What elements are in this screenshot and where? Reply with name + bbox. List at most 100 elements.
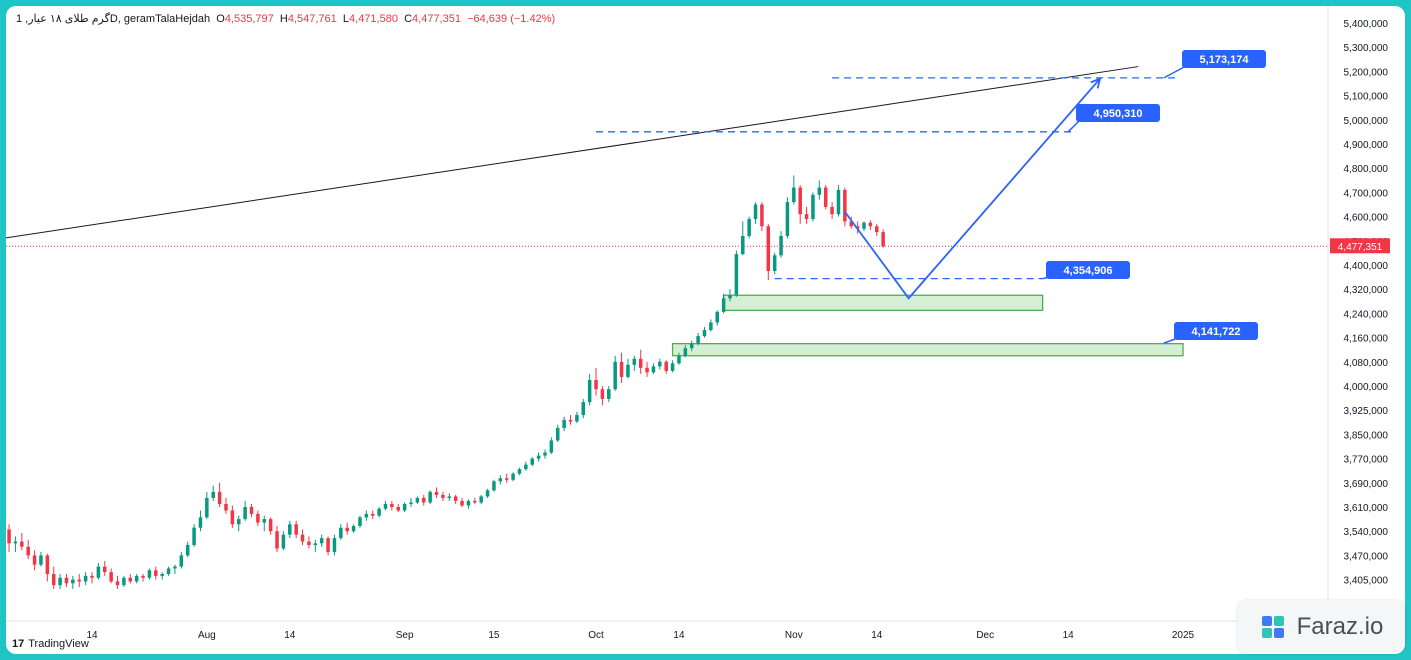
x-tick-label: Dec bbox=[976, 630, 994, 641]
candle-body bbox=[185, 545, 190, 556]
candle-body bbox=[390, 503, 394, 507]
candle-body bbox=[460, 500, 464, 506]
candle-body bbox=[498, 478, 503, 482]
candle-body bbox=[71, 579, 75, 584]
candle-body bbox=[294, 524, 298, 535]
candle-body bbox=[147, 570, 152, 578]
callout-4141722-box bbox=[1174, 322, 1258, 340]
puzzle-icon bbox=[1261, 616, 1284, 638]
candle-body bbox=[619, 361, 624, 377]
candle-body bbox=[256, 513, 260, 523]
symbol-name[interactable]: گرم طلای ۱۸ عیار, 1D, geramTalaHejdah bbox=[16, 13, 211, 25]
candle-body bbox=[677, 355, 681, 364]
x-tick-label: Nov bbox=[785, 630, 803, 641]
candle-body bbox=[179, 555, 184, 567]
chart-frame: 3,405,000 3,470,000 3,540,000 3,610,000 3,69… bbox=[6, 6, 1405, 654]
candle-body bbox=[855, 226, 860, 229]
callout-5173174-box bbox=[1182, 50, 1266, 68]
y-tick-label: 4,320,000 bbox=[1344, 285, 1389, 296]
candle-body bbox=[715, 311, 720, 323]
candle-body bbox=[830, 206, 834, 215]
y-tick-label: 4,600,000 bbox=[1344, 213, 1389, 224]
tradingview-name: TradingView bbox=[28, 638, 89, 650]
candle-body bbox=[549, 440, 554, 453]
candle-body bbox=[103, 566, 107, 573]
candle-body bbox=[441, 494, 445, 498]
y-tick-label: 3,925,000 bbox=[1344, 406, 1389, 417]
x-tick-label: 15 bbox=[488, 630, 500, 641]
candle-body bbox=[607, 389, 611, 399]
candle-body bbox=[313, 543, 318, 546]
demand-zone bbox=[671, 342, 1184, 357]
low-value: 4,471,580 bbox=[349, 13, 398, 25]
candle-body bbox=[664, 361, 668, 371]
y-tick-label: 4,800,000 bbox=[1344, 164, 1389, 175]
candle-body bbox=[396, 507, 401, 511]
y-tick-label: 3,770,000 bbox=[1344, 455, 1389, 466]
watermark-text: Faraz.io bbox=[1296, 613, 1384, 640]
callout-4950310-pointer bbox=[1067, 119, 1081, 133]
candle-body bbox=[453, 496, 458, 501]
candle-body bbox=[479, 496, 483, 503]
candle-body bbox=[134, 575, 139, 582]
candle-body bbox=[96, 566, 101, 578]
ohlc-legend: گرم طلای ۱۸ عیار, 1D, geramTalaHejdah O4… bbox=[16, 13, 556, 25]
candle-body bbox=[288, 524, 292, 535]
candle-body bbox=[747, 219, 751, 236]
candle-body bbox=[785, 202, 790, 236]
candle-body bbox=[543, 452, 547, 456]
candle-body bbox=[689, 343, 694, 349]
candle-body bbox=[128, 577, 133, 582]
candle-body bbox=[402, 503, 407, 511]
candle-body bbox=[64, 577, 69, 584]
candle-body bbox=[849, 221, 853, 227]
candle-body bbox=[236, 519, 241, 525]
candle-body bbox=[26, 546, 30, 556]
candle-body bbox=[77, 579, 81, 582]
y-tick-label: 4,080,000 bbox=[1344, 358, 1389, 369]
candle-body bbox=[772, 255, 777, 272]
candle-body bbox=[683, 348, 688, 356]
last-price-tag bbox=[1330, 238, 1390, 254]
candle-body bbox=[843, 189, 847, 222]
callout-4950310-box bbox=[1076, 104, 1160, 122]
tradingview-brand[interactable]: 17 TradingView bbox=[12, 638, 89, 650]
candle-body bbox=[205, 497, 209, 518]
candle-body bbox=[13, 541, 18, 544]
y-tick-label: 3,850,000 bbox=[1344, 430, 1389, 441]
candle-body bbox=[702, 330, 707, 337]
candle-body bbox=[281, 534, 286, 549]
y-tick-label: 4,700,000 bbox=[1344, 188, 1389, 199]
candle-body bbox=[154, 570, 158, 576]
candle-body bbox=[45, 555, 50, 575]
price-chart[interactable]: 3,405,000 3,470,000 3,540,000 3,610,000 3,69… bbox=[6, 6, 1405, 654]
candle-body bbox=[339, 527, 343, 539]
demand-zone bbox=[722, 294, 1044, 312]
candle-body bbox=[20, 541, 24, 547]
candle-body bbox=[307, 541, 311, 546]
y-tick-label: 5,300,000 bbox=[1344, 43, 1389, 54]
y-tick-label: 5,100,000 bbox=[1344, 92, 1389, 103]
y-tick-label: 3,690,000 bbox=[1344, 479, 1389, 490]
y-tick-label: 4,400,000 bbox=[1344, 261, 1389, 272]
projection-path bbox=[844, 78, 1101, 300]
candle-body bbox=[230, 510, 235, 525]
last-price-label: 4,477,351 bbox=[1338, 242, 1383, 253]
candle-body bbox=[473, 500, 477, 503]
candle-body bbox=[753, 204, 758, 220]
close-value: 4,477,351 bbox=[412, 13, 461, 25]
candle-body bbox=[7, 529, 11, 544]
candle-body bbox=[492, 481, 496, 491]
candle-body bbox=[300, 534, 305, 542]
candle-body bbox=[122, 577, 126, 586]
y-tick-label: 3,610,000 bbox=[1344, 503, 1389, 514]
candle-body bbox=[881, 232, 885, 247]
candle-body bbox=[670, 363, 675, 371]
candle-body bbox=[409, 502, 413, 504]
callout-4141722-text: 4,141,722 bbox=[1192, 326, 1241, 338]
candle-body bbox=[504, 478, 509, 480]
x-tick-label: 14 bbox=[673, 630, 685, 641]
projection-arrowhead bbox=[1090, 77, 1102, 89]
callout-4354906-box bbox=[1046, 261, 1130, 279]
candle-body bbox=[115, 581, 120, 586]
